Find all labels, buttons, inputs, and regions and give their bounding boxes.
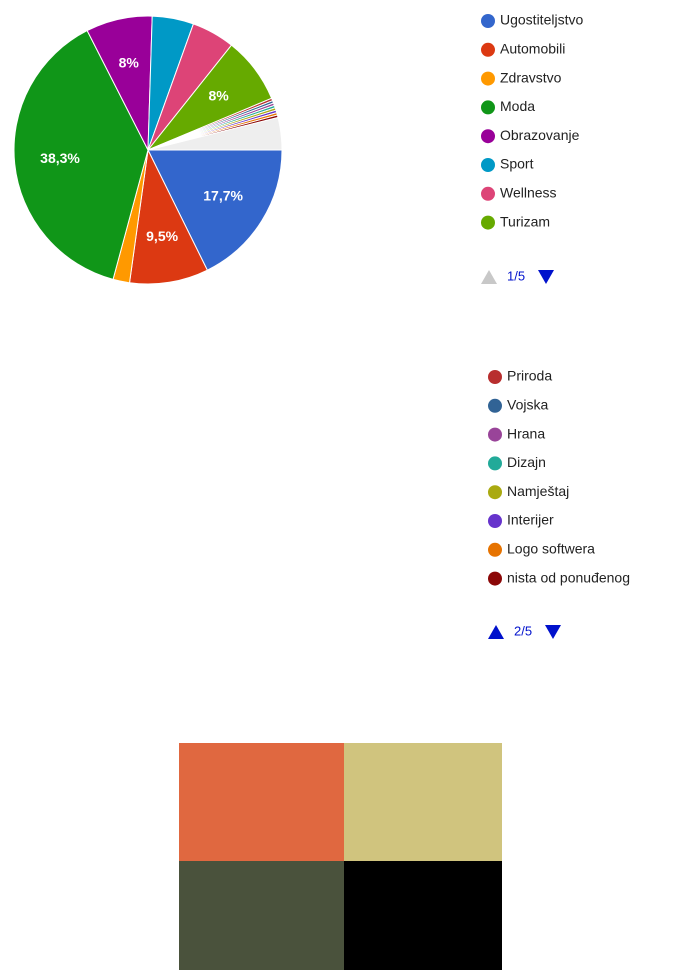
pager-label: 1/5 <box>507 268 525 283</box>
slice-label: 38,3% <box>40 150 80 166</box>
legend-label: Vojska <box>507 397 548 413</box>
legend-label: nista od ponuđenog <box>507 569 630 585</box>
pager-next[interactable] <box>538 270 554 284</box>
slice-label: 9,5% <box>146 228 178 244</box>
color-swatch <box>344 743 502 861</box>
pager-prev[interactable] <box>481 270 497 284</box>
legend-marker <box>488 370 502 384</box>
legend-label: Priroda <box>507 368 552 384</box>
legend-label: Ugostiteljstvo <box>500 12 583 28</box>
legend-label: Dizajn <box>507 454 546 470</box>
legend-marker <box>481 158 495 172</box>
pager-prev[interactable] <box>488 625 504 639</box>
legend-marker <box>488 485 502 500</box>
legend-marker <box>481 186 495 201</box>
pie-slice <box>128 148 208 285</box>
slice-label: 8% <box>119 54 140 70</box>
pager-next[interactable] <box>545 625 561 639</box>
legend-marker <box>488 514 502 528</box>
pager-label: 2/5 <box>514 623 532 638</box>
pie-slice <box>147 116 283 151</box>
pie-slice <box>147 149 283 271</box>
legend-label: Wellness <box>500 185 557 201</box>
legend-marker <box>481 215 495 230</box>
legend-label: Turizam <box>500 213 550 229</box>
legend-label: Obrazovanje <box>500 127 580 143</box>
legend-label: Sport <box>500 156 534 172</box>
legend-marker <box>481 14 495 28</box>
legend-marker <box>481 71 495 86</box>
legend-marker <box>488 456 502 471</box>
color-swatch <box>179 861 344 970</box>
legend-marker <box>481 100 495 115</box>
legend-label: Moda <box>500 98 535 114</box>
legend-marker <box>488 427 502 442</box>
legend-marker <box>488 398 502 413</box>
legend-marker <box>481 42 495 57</box>
legend-marker <box>488 542 502 557</box>
slice-label: 8% <box>208 87 229 103</box>
legend-label: Logo softwera <box>507 541 595 557</box>
legend-marker <box>481 129 495 144</box>
color-swatch <box>179 743 344 861</box>
legend-marker <box>488 571 502 586</box>
legend-label: Interijer <box>507 512 554 528</box>
pie-slice <box>13 29 149 280</box>
legend-label: Namještaj <box>507 483 569 499</box>
legend-label: Hrana <box>507 425 545 441</box>
color-swatch <box>344 861 502 970</box>
legend-label: Zdravstvo <box>500 69 562 85</box>
legend-label: Automobili <box>500 41 565 57</box>
slice-label: 17,7% <box>203 187 243 203</box>
